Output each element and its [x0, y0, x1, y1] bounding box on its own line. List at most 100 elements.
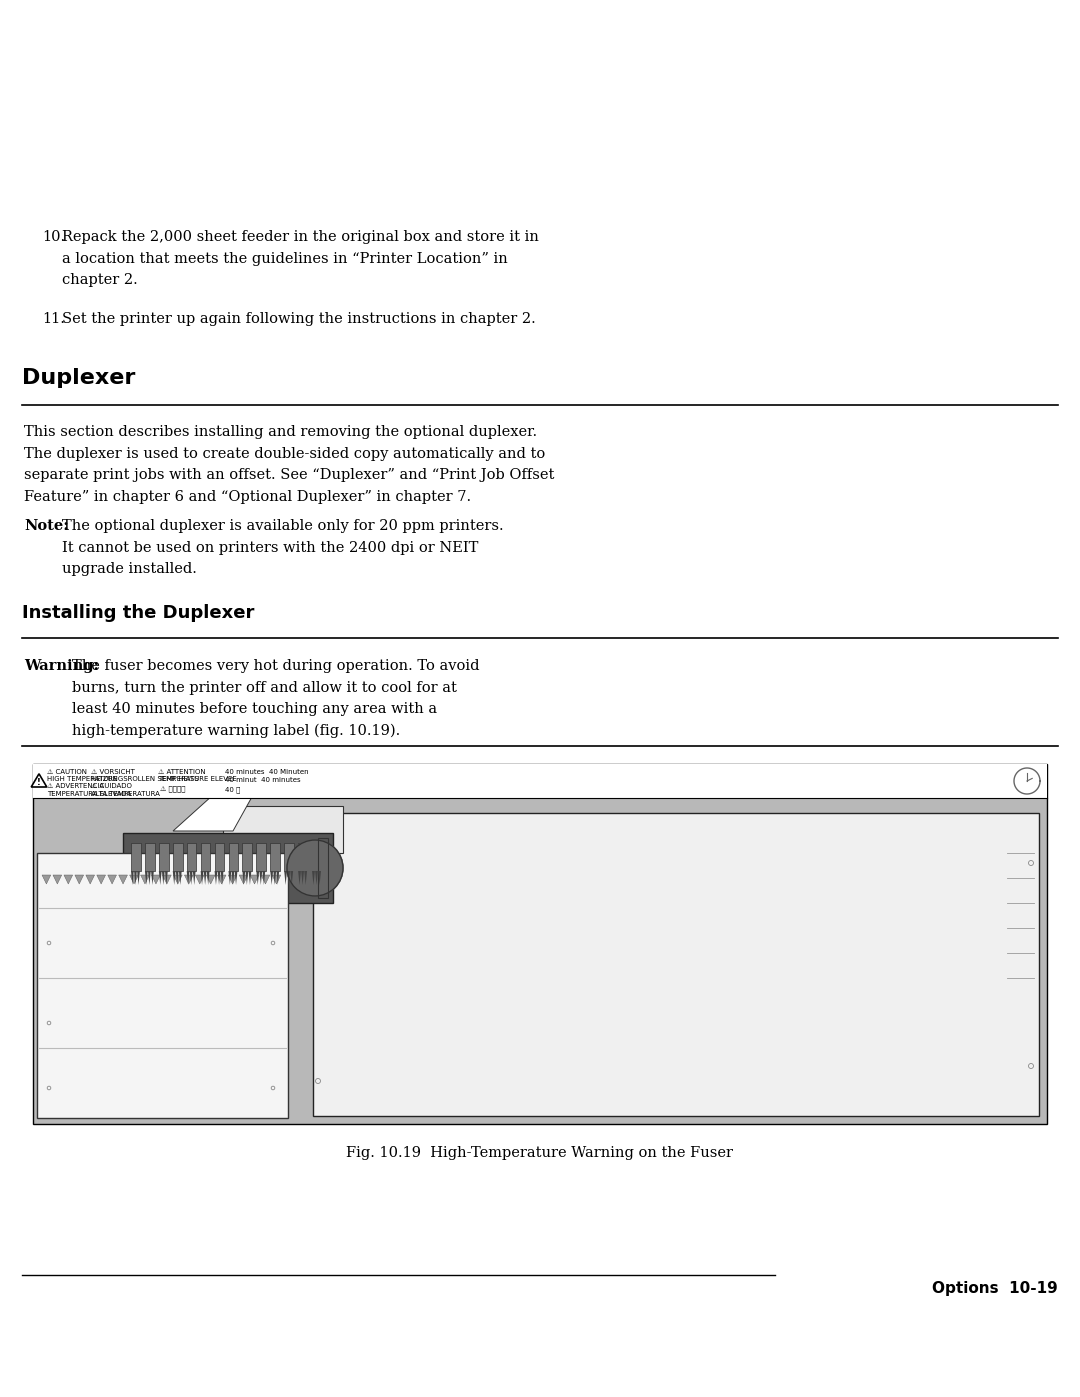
- Bar: [159, 842, 168, 870]
- Polygon shape: [130, 875, 138, 884]
- Polygon shape: [145, 870, 148, 886]
- Polygon shape: [162, 875, 172, 884]
- Bar: [145, 842, 154, 870]
- Bar: [215, 842, 225, 870]
- Polygon shape: [151, 875, 160, 884]
- Polygon shape: [284, 870, 287, 886]
- Text: ⚠ ADVERTENCIA: ⚠ ADVERTENCIA: [48, 782, 104, 789]
- Text: Installing the Duplexer: Installing the Duplexer: [22, 605, 255, 623]
- Polygon shape: [319, 870, 321, 886]
- Polygon shape: [187, 870, 189, 886]
- Text: 40 minutes  40 Minuten: 40 minutes 40 Minuten: [225, 768, 309, 775]
- Text: Repack the 2,000 sheet feeder in the original box and store it in: Repack the 2,000 sheet feeder in the ori…: [62, 231, 539, 244]
- Bar: [33, 764, 1047, 1125]
- Polygon shape: [315, 870, 318, 886]
- Polygon shape: [201, 870, 203, 886]
- Polygon shape: [119, 875, 127, 884]
- Text: Note:: Note:: [24, 520, 69, 534]
- Polygon shape: [272, 875, 281, 884]
- Polygon shape: [312, 870, 315, 886]
- Polygon shape: [242, 870, 245, 886]
- Bar: [270, 842, 280, 870]
- Text: high-temperature warning label (fig. 10.19).: high-temperature warning label (fig. 10.…: [72, 724, 401, 739]
- Text: 10.: 10.: [42, 231, 65, 244]
- Bar: [242, 842, 252, 870]
- Bar: [222, 806, 343, 854]
- Text: ⚠ CUIDADO: ⚠ CUIDADO: [91, 782, 132, 789]
- Polygon shape: [276, 870, 280, 886]
- Polygon shape: [174, 875, 183, 884]
- Polygon shape: [148, 870, 151, 886]
- Bar: [173, 842, 183, 870]
- Polygon shape: [251, 875, 259, 884]
- Text: Options  10-19: Options 10-19: [932, 1281, 1058, 1296]
- Polygon shape: [239, 875, 248, 884]
- Polygon shape: [176, 870, 178, 886]
- Polygon shape: [301, 870, 303, 886]
- Bar: [313, 813, 1039, 1116]
- Bar: [123, 833, 333, 902]
- Polygon shape: [134, 870, 137, 886]
- Polygon shape: [206, 875, 215, 884]
- Bar: [37, 854, 288, 1118]
- Polygon shape: [64, 875, 72, 884]
- Polygon shape: [291, 870, 293, 886]
- Polygon shape: [204, 870, 206, 886]
- Text: 40 分: 40 分: [225, 787, 241, 792]
- Text: burns, turn the printer off and allow it to cool for at: burns, turn the printer off and allow it…: [72, 680, 457, 694]
- Polygon shape: [220, 870, 224, 886]
- Polygon shape: [85, 875, 95, 884]
- Polygon shape: [256, 870, 259, 886]
- Text: TEMPERATURE ELEVEE: TEMPERATURE ELEVEE: [158, 775, 237, 782]
- Text: 40 minut  40 minutes: 40 minut 40 minutes: [225, 777, 300, 782]
- Text: HEIZUNGSROLLEN SEHR HEISS: HEIZUNGSROLLEN SEHR HEISS: [91, 775, 199, 782]
- Text: Duplexer: Duplexer: [22, 367, 135, 388]
- Bar: [312, 842, 322, 870]
- Polygon shape: [218, 870, 220, 886]
- Polygon shape: [231, 870, 234, 886]
- Text: chapter 2.: chapter 2.: [62, 272, 138, 286]
- Circle shape: [287, 840, 343, 895]
- Text: !: !: [37, 778, 41, 788]
- Text: upgrade installed.: upgrade installed.: [62, 563, 197, 577]
- Polygon shape: [162, 870, 165, 886]
- Polygon shape: [151, 870, 153, 886]
- Polygon shape: [287, 870, 291, 886]
- Polygon shape: [234, 870, 238, 886]
- Text: HIGH TEMPERATURE: HIGH TEMPERATURE: [48, 775, 118, 782]
- Polygon shape: [193, 870, 195, 886]
- Text: 11.: 11.: [42, 312, 65, 326]
- Text: a location that meets the guidelines in “Printer Location” in: a location that meets the guidelines in …: [62, 251, 508, 265]
- Polygon shape: [159, 870, 162, 886]
- Text: The optional duplexer is available only for 20 ppm printers.: The optional duplexer is available only …: [62, 520, 503, 534]
- Polygon shape: [190, 870, 192, 886]
- Bar: [33, 798, 1047, 1125]
- Polygon shape: [137, 870, 140, 886]
- Text: This section describes installing and removing the optional duplexer.: This section describes installing and re…: [24, 425, 537, 439]
- Polygon shape: [131, 870, 134, 886]
- Text: TEMPERATURA ELEVADA: TEMPERATURA ELEVADA: [48, 791, 132, 798]
- Polygon shape: [262, 870, 266, 886]
- Polygon shape: [217, 875, 226, 884]
- Polygon shape: [165, 870, 167, 886]
- Polygon shape: [298, 870, 301, 886]
- Polygon shape: [42, 875, 51, 884]
- Text: Warning:: Warning:: [24, 659, 99, 673]
- Text: Set the printer up again following the instructions in chapter 2.: Set the printer up again following the i…: [62, 312, 536, 326]
- Polygon shape: [173, 870, 176, 886]
- Text: The duplexer is used to create double-sided copy automatically and to: The duplexer is used to create double-si…: [24, 447, 545, 461]
- Polygon shape: [108, 875, 117, 884]
- Bar: [187, 842, 197, 870]
- Polygon shape: [75, 875, 83, 884]
- Polygon shape: [206, 870, 210, 886]
- Text: Feature” in chapter 6 and “Optional Duplexer” in chapter 7.: Feature” in chapter 6 and “Optional Dupl…: [24, 489, 471, 503]
- Polygon shape: [261, 875, 270, 884]
- Polygon shape: [248, 870, 252, 886]
- Text: It cannot be used on printers with the 2400 dpi or NEIT: It cannot be used on printers with the 2…: [62, 541, 478, 555]
- Bar: [33, 764, 1047, 798]
- Polygon shape: [305, 870, 307, 886]
- Polygon shape: [270, 870, 273, 886]
- Polygon shape: [215, 870, 217, 886]
- Bar: [284, 842, 294, 870]
- Text: Fig. 10.19  High-Temperature Warning on the Fuser: Fig. 10.19 High-Temperature Warning on t…: [347, 1146, 733, 1160]
